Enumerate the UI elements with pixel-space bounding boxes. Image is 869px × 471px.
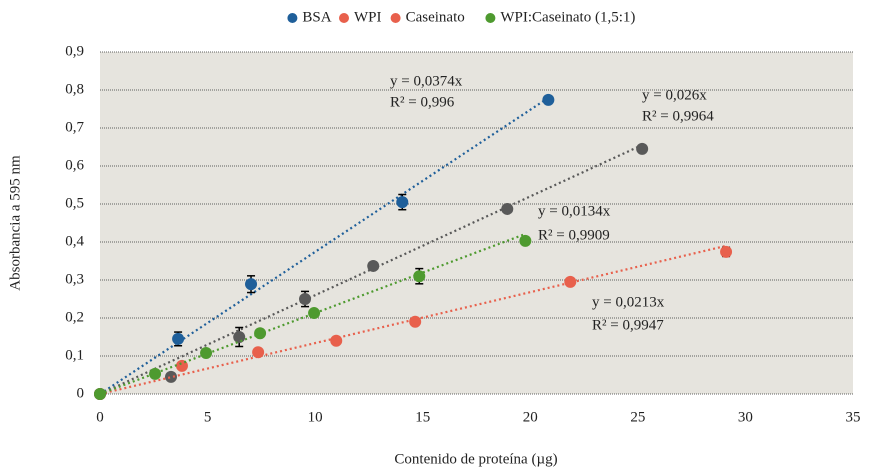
point bbox=[94, 388, 106, 400]
point bbox=[636, 142, 649, 155]
y-tick-label: 0,5 bbox=[65, 195, 84, 211]
legend-marker bbox=[390, 13, 401, 23]
point bbox=[149, 367, 162, 380]
point bbox=[299, 293, 312, 305]
y-tick-label: 0,4 bbox=[65, 233, 84, 249]
y-axis-label: Absorbancia a 595 nm bbox=[7, 155, 23, 291]
point bbox=[200, 346, 213, 359]
plot-area bbox=[100, 52, 853, 394]
x-tick-label: 35 bbox=[846, 409, 861, 425]
x-tick-label: 5 bbox=[204, 409, 212, 425]
legend-label: Caseinato bbox=[406, 9, 465, 25]
point bbox=[254, 327, 267, 340]
x-tick-label: 30 bbox=[738, 409, 753, 425]
point bbox=[413, 270, 426, 283]
legend-label: BSA bbox=[302, 9, 331, 25]
y-tick-label: 0,7 bbox=[65, 119, 84, 135]
trendline-r2: R² = 0,996 bbox=[390, 94, 455, 110]
y-tick-label: 0,9 bbox=[65, 43, 84, 59]
x-tick-label: 25 bbox=[630, 409, 645, 425]
point bbox=[519, 234, 532, 247]
x-tick-label: 10 bbox=[308, 409, 323, 425]
point bbox=[245, 278, 258, 291]
y-tick-label: 0,2 bbox=[65, 309, 84, 325]
legend-label: WPI bbox=[354, 9, 382, 25]
legend-marker bbox=[485, 13, 496, 23]
trendline-equation: y = 0,026x bbox=[642, 87, 707, 103]
trendline bbox=[99, 232, 526, 396]
point bbox=[330, 334, 343, 347]
point bbox=[396, 196, 409, 209]
trendline-equation: y = 0,0213x bbox=[592, 294, 665, 310]
trendline-r2: R² = 0,9909 bbox=[538, 227, 610, 243]
x-axis-label: Contenido de proteína (µg) bbox=[394, 451, 557, 467]
x-tick-label: 15 bbox=[415, 409, 430, 425]
trendline-r2: R² = 0,9964 bbox=[642, 108, 714, 124]
trendline-equation: y = 0,0134x bbox=[538, 203, 611, 219]
trendline-equation: y = 0,0374x bbox=[390, 73, 463, 89]
point bbox=[164, 370, 177, 383]
point bbox=[175, 359, 188, 372]
point bbox=[172, 332, 185, 345]
point bbox=[308, 307, 321, 320]
point bbox=[367, 259, 380, 272]
legend-label: WPI:Caseinato (1,5:1) bbox=[500, 9, 635, 25]
x-tick-label: 20 bbox=[523, 409, 538, 425]
y-tick-label: 0,3 bbox=[65, 271, 84, 287]
legend-marker bbox=[287, 13, 298, 23]
legend-marker bbox=[339, 13, 349, 23]
point bbox=[720, 245, 733, 258]
x-tick-label: 0 bbox=[96, 409, 104, 425]
y-tick-label: 0 bbox=[77, 385, 85, 401]
point bbox=[564, 275, 577, 288]
point bbox=[409, 315, 422, 328]
point bbox=[542, 93, 555, 106]
y-tick-label: 0,8 bbox=[65, 81, 84, 97]
point bbox=[501, 202, 514, 215]
trendline-r2: R² = 0,9947 bbox=[592, 317, 664, 333]
y-tick-label: 0,1 bbox=[65, 347, 84, 363]
point bbox=[233, 331, 246, 343]
y-tick-label: 0,6 bbox=[65, 157, 84, 173]
point bbox=[252, 346, 265, 359]
